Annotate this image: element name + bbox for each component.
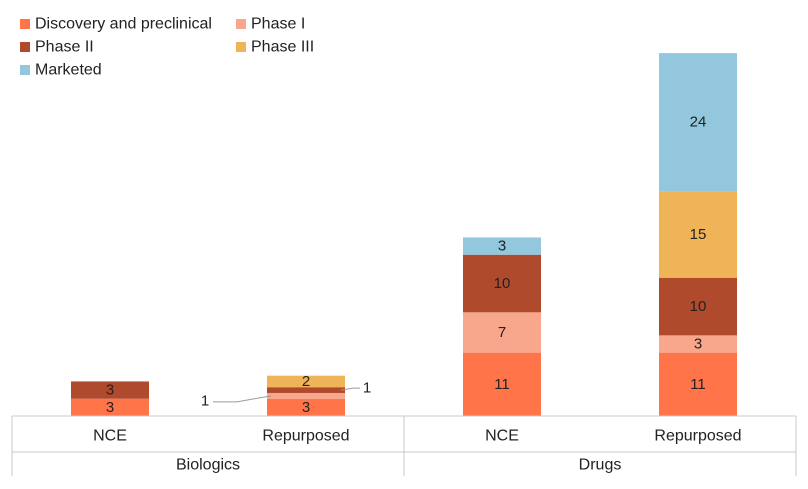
bar-segment-discovery-and-preclinical-1 [267,398,345,416]
legend-label-phase-i: Phase I [251,16,305,33]
data-label-discovery-and-preclinical-2: 11 [494,376,510,393]
bar-segment-discovery-and-preclinical-2 [463,352,541,416]
data-label-phase-iii-1: 2 [302,373,310,390]
bar-segment-discovery-and-preclinical-3 [659,352,737,416]
bar-segment-phase-iii-3 [659,191,737,278]
data-label-phase-ii-3: 10 [690,298,707,315]
leader-line-phase-i [213,395,272,403]
legend-swatch-phase-iii [236,42,246,52]
data-label-phase-ii-2: 10 [494,275,511,292]
data-label-discovery-and-preclinical-1: 3 [302,399,310,416]
data-label-discovery-and-preclinical-3: 11 [690,376,706,393]
data-label-phase-i-1: 1 [201,392,209,409]
data-label-phase-i-3: 3 [694,336,702,353]
legend-swatch-phase-i [236,19,246,29]
data-label-marketed-2: 3 [498,238,506,255]
data-label-phase-i-2: 7 [498,324,506,341]
bar-segment-phase-i-2 [463,312,541,353]
data-label-phase-ii-1: 1 [363,380,371,397]
legend-swatch-phase-ii [20,42,30,52]
tick-label-biologics-repurposed: Repurposed [262,428,349,445]
legend-label-discovery-and-preclinical: Discovery and preclinical [35,16,212,33]
data-label-marketed-3: 24 [690,114,707,131]
bar-segment-phase-i-1 [267,392,345,399]
legend-label-phase-ii: Phase II [35,39,94,56]
legend-label-phase-iii: Phase III [251,39,314,56]
group-label-biologics: Biologics [176,457,240,474]
group-label-drugs: Drugs [579,457,622,474]
legend: Discovery and preclinical Phase I Phase II… [20,16,314,79]
legend-swatch-discovery-and-preclinical [20,19,30,29]
tick-label-drugs-nce: NCE [485,428,519,445]
bar-segment-phase-ii-1 [267,387,345,393]
category-axis: NCE Repurposed Biologics NCE Repurposed Drugs [11,415,797,476]
data-label-phase-iii-3: 15 [690,226,707,243]
bar-segment-phase-ii-2 [463,254,541,313]
legend-label-marketed: Marketed [35,62,102,79]
bar-segment-marketed-3 [659,53,737,192]
bar-segment-marketed-2 [463,237,541,255]
bar-segment-phase-ii-3 [659,277,737,336]
data-label-discovery-and-preclinical-0: 3 [106,399,114,416]
bar-segment-phase-i-3 [659,335,737,353]
leader-line-phase-ii [340,387,360,391]
data-label-phase-ii-0: 3 [106,382,114,399]
legend-swatch-marketed [20,65,30,75]
bars [71,53,737,416]
tick-label-biologics-nce: NCE [93,428,127,445]
bar-segment-phase-ii-0 [71,381,149,399]
bar-segment-discovery-and-preclinical-0 [71,398,149,416]
bar-segment-phase-iii-1 [267,375,345,388]
tick-label-drugs-repurposed: Repurposed [654,428,741,445]
